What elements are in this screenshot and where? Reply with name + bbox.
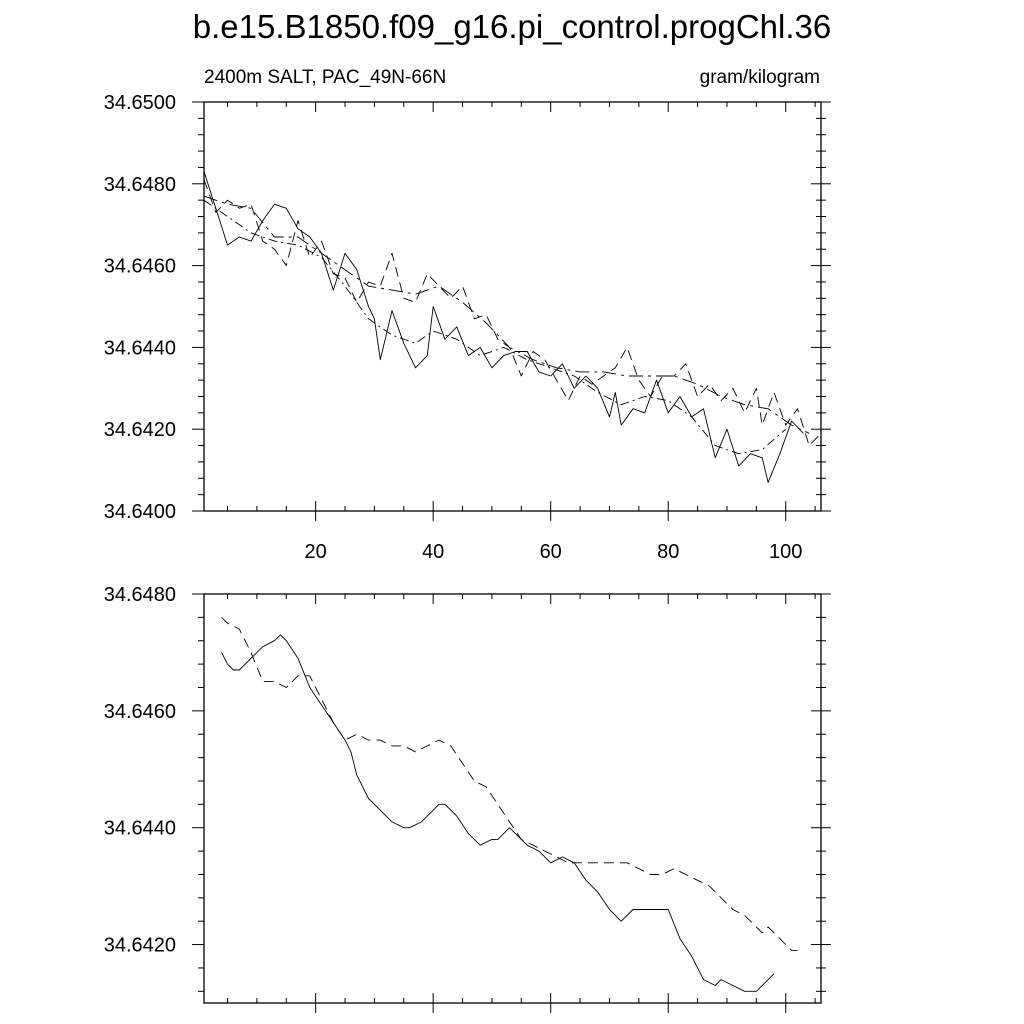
x-tick-label: 80 <box>657 541 679 563</box>
y-tick-label: 34.6420 <box>104 419 176 441</box>
y-tick-label: 34.6480 <box>104 584 176 606</box>
y-tick-label: 34.6460 <box>104 256 176 278</box>
x-tick-label: 60 <box>540 541 562 563</box>
plot-subtitle-units: gram/kilogram <box>700 67 820 88</box>
x-tick-label: 40 <box>422 541 444 563</box>
x-tick-label: 100 <box>769 541 802 563</box>
y-tick-label: 34.6460 <box>104 701 176 723</box>
plot-frame <box>203 101 822 512</box>
y-tick-label: 34.6480 <box>104 174 176 196</box>
y-tick-label: 34.6400 <box>104 501 176 523</box>
y-tick-label: 34.6420 <box>104 935 176 957</box>
series-line-dashdot-long <box>203 195 810 434</box>
plot-subtitle-variable: 2400m SALT, PAC_49N-66N <box>204 67 446 88</box>
series-line-solid <box>203 171 804 483</box>
y-tick-label: 34.6500 <box>104 92 176 114</box>
figure-title: b.e15.B1850.f09_g16.pi_control.progChl.3… <box>193 8 832 45</box>
series-line-dashdot <box>203 199 786 455</box>
plot-frame <box>203 593 822 1004</box>
y-tick-label: 34.6440 <box>104 818 176 840</box>
series-line-solid <box>221 634 775 992</box>
series-line-dashed <box>221 617 798 951</box>
series-line-dashed <box>203 179 822 447</box>
bottom-panel: 34.6480 34.6460 34.6440 34.6420 <box>104 584 831 1013</box>
x-tick-label: 20 <box>305 541 327 563</box>
top-panel: 20 40 60 80 100 34.6500 34.6480 34.6460 34.6440 3… <box>104 92 831 563</box>
y-tick-label: 34.6440 <box>104 337 176 359</box>
